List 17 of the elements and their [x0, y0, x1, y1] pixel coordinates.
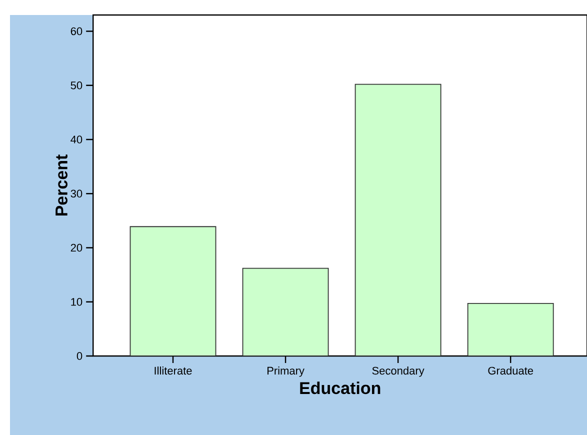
y-tick-label: 40: [70, 136, 82, 144]
bar: [354, 84, 442, 356]
y-axis-title: Percent: [56, 154, 68, 216]
y-tick-label: 30: [70, 190, 82, 198]
bar: [242, 268, 329, 356]
y-tick-label: 0: [76, 352, 82, 360]
y-tick-label: 60: [70, 27, 82, 36]
x-tick-label: Primary: [267, 366, 304, 377]
x-tick-label: Secondary: [372, 366, 424, 377]
y-tick-label: 20: [70, 244, 82, 252]
x-axis-title: Education: [300, 382, 380, 394]
y-tick-label: 10: [71, 298, 82, 306]
bar: [467, 303, 554, 356]
x-tick-label: Graduate: [488, 366, 534, 375]
bar: [130, 226, 216, 356]
x-tick-label: Illiterate: [154, 366, 192, 375]
y-tick-label: 50: [70, 81, 82, 90]
